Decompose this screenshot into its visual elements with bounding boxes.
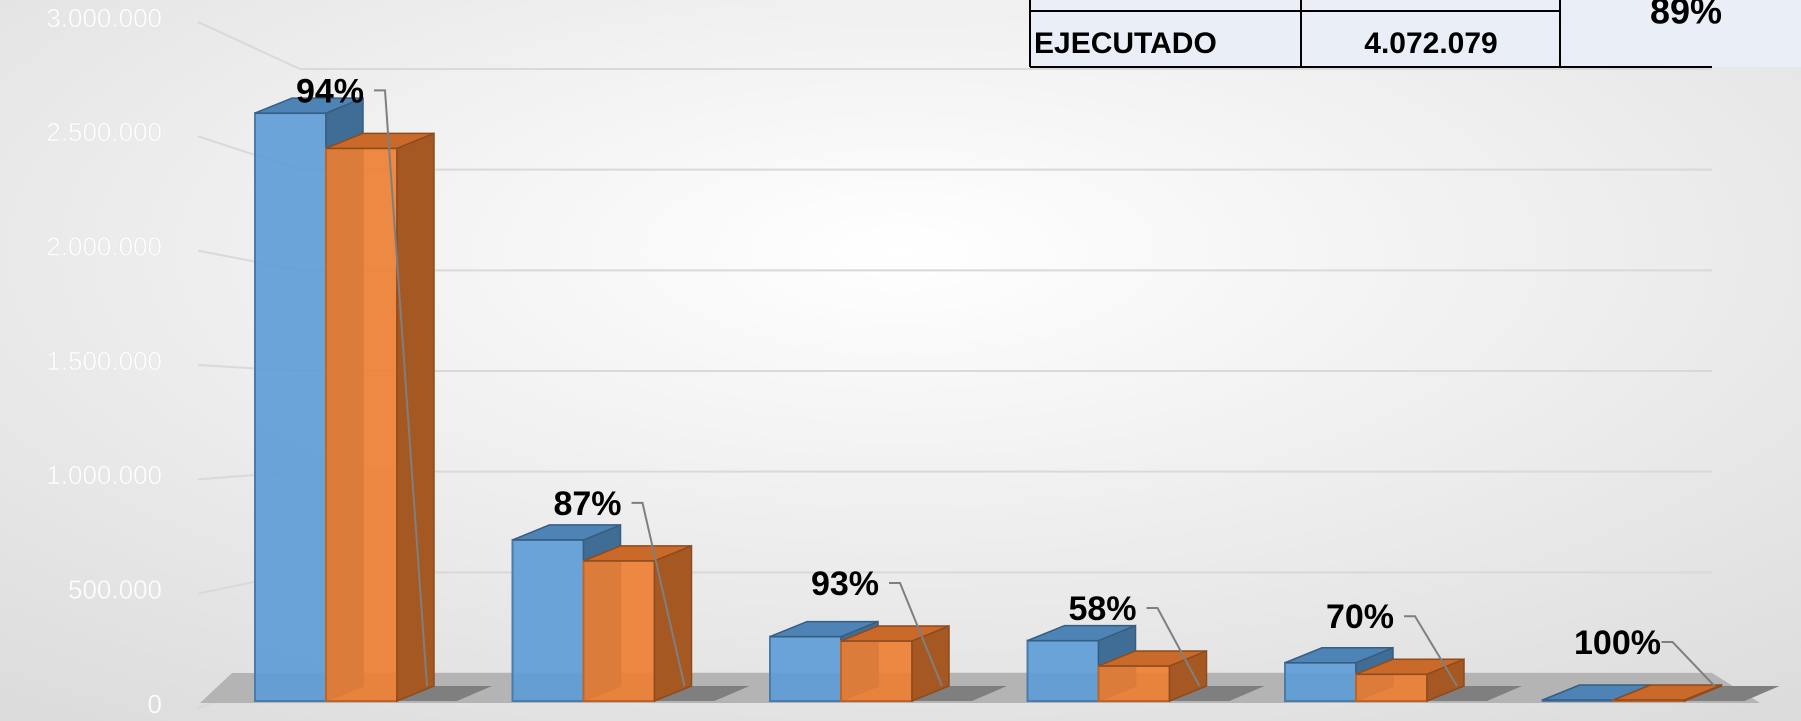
- bar-top: [1355, 658, 1465, 675]
- bar-front: [325, 147, 398, 702]
- percent-label: 58%: [1068, 590, 1136, 628]
- y-tick-label: 1.500.000: [46, 346, 162, 376]
- bar-front: [769, 635, 842, 702]
- bar-front: [254, 112, 327, 702]
- bar-front: [1097, 664, 1171, 703]
- table-cell: EJECUTADO: [1034, 27, 1217, 60]
- leader-line: [1661, 640, 1716, 687]
- summary-table: EJECUTADO 4.072.079 89%: [1029, 0, 1801, 68]
- bar-front: [1355, 673, 1428, 702]
- leader-line: [374, 89, 428, 687]
- bar-front: [582, 559, 656, 703]
- percent-label: 87%: [553, 485, 621, 523]
- merged-cell-bg: [1560, 0, 1801, 67]
- leader-line: [631, 501, 686, 687]
- y-tick-label: 1.000.000: [46, 460, 162, 490]
- merged-cell: 89%: [1650, 0, 1722, 32]
- bar-top: [840, 625, 950, 642]
- bar-shadow: [397, 686, 492, 701]
- percent-label: 70%: [1326, 598, 1394, 636]
- y-tick-label: 2.500.000: [46, 117, 162, 147]
- bar-front: [511, 538, 585, 703]
- y-tick-label: 3.000.000: [46, 3, 162, 33]
- bar-top: [512, 524, 621, 541]
- bar-shadow: [1427, 686, 1522, 701]
- leader-line: [889, 582, 943, 687]
- bar-front: [1284, 661, 1357, 702]
- bar-shadow: [1169, 686, 1265, 701]
- bar-front: [1026, 639, 1100, 702]
- bar-top: [1613, 684, 1722, 701]
- bar-top: [1284, 646, 1394, 664]
- bar-shadow: [654, 686, 750, 701]
- bar-top: [254, 97, 364, 114]
- percent-label: 94%: [296, 72, 364, 110]
- bar-front: [840, 640, 913, 703]
- bar-top: [325, 132, 435, 150]
- leader-line: [1404, 615, 1458, 687]
- percent-label: 100%: [1574, 624, 1661, 662]
- y-tick-label: 0: [148, 689, 162, 719]
- table-cell: 4.072.079: [1364, 27, 1497, 60]
- bar-top: [1027, 624, 1136, 642]
- bar-top: [1098, 650, 1207, 667]
- bar-shadow: [912, 686, 1007, 701]
- bar-top: [583, 545, 692, 562]
- bar-shadow: [1684, 686, 1780, 701]
- percent-label: 93%: [811, 565, 879, 603]
- bar-side: [396, 132, 435, 703]
- bar-side: [653, 544, 693, 703]
- bar-top: [769, 620, 879, 638]
- y-tick-label: 2.000.000: [46, 232, 162, 262]
- y-tick-label: 500.000: [68, 575, 162, 605]
- leader-line: [1146, 606, 1201, 687]
- tick-line: [197, 21, 301, 70]
